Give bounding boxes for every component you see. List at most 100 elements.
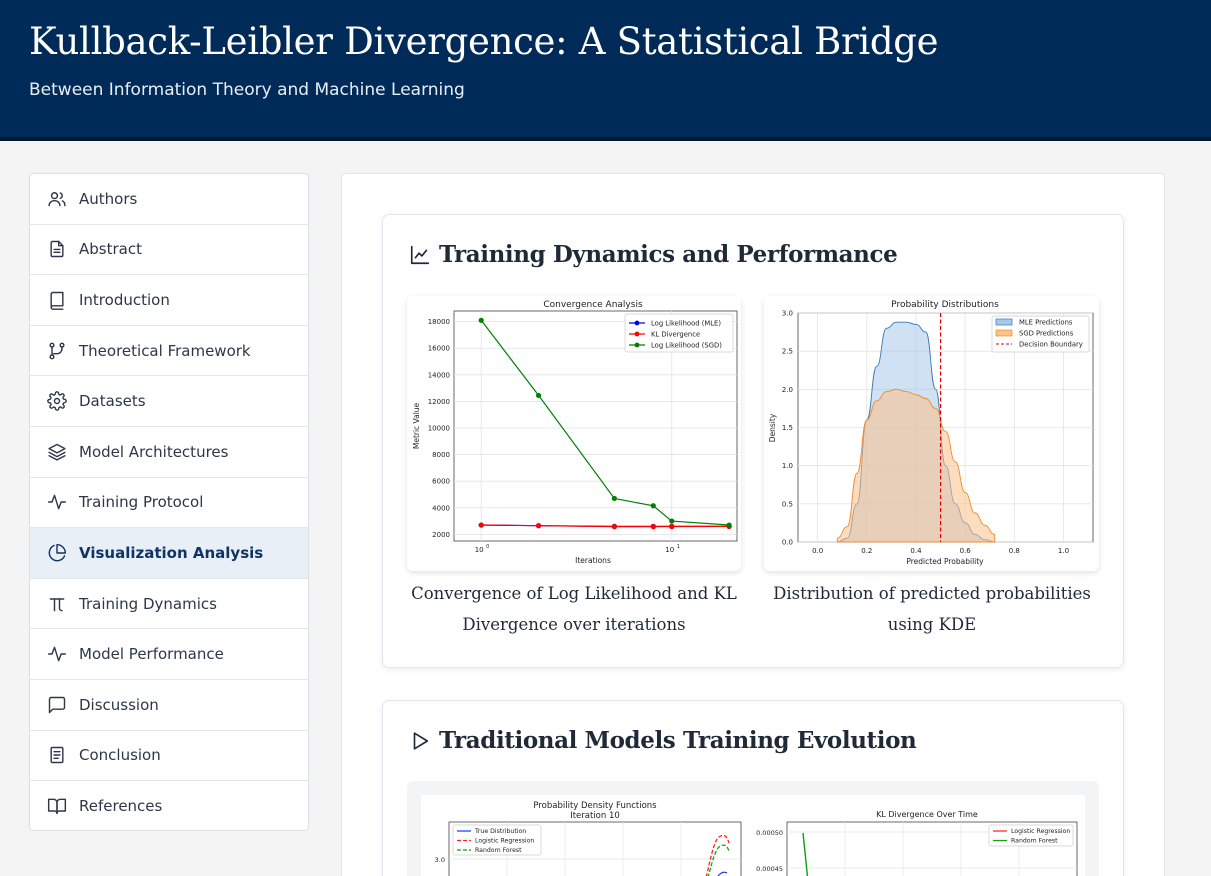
x-tick-label: 0.4 — [910, 547, 922, 555]
chart-title: Convergence Analysis — [543, 300, 643, 310]
true-distribution-curve — [717, 871, 728, 876]
sidebar-item-abstract[interactable]: Abstract — [30, 225, 308, 276]
page-subtitle: Between Information Theory and Machine L… — [29, 80, 465, 100]
sidebar-item-model-architectures[interactable]: Model Architectures — [30, 427, 308, 478]
git-branch-icon — [46, 340, 68, 362]
sidebar-item-datasets[interactable]: Datasets — [30, 376, 308, 427]
data-point — [478, 522, 484, 528]
play-icon — [409, 730, 431, 752]
training-evolution-chart: Probability Density Functions Iteration … — [421, 795, 1085, 876]
sidebar-item-theoretical-framework[interactable]: Theoretical Framework — [30, 326, 308, 377]
page-title: Kullback-Leibler Divergence: A Statistic… — [29, 20, 939, 63]
document-icon — [46, 744, 68, 766]
sidebar-item-label: Model Architectures — [79, 442, 229, 461]
sidebar-item-label: Training Dynamics — [79, 594, 217, 613]
section-heading: Traditional Models Training Evolution — [409, 727, 917, 754]
legend-box — [624, 313, 734, 353]
y-tick-label: 12000 — [428, 398, 450, 406]
x-tick-exponent: 0 — [486, 544, 489, 550]
sidebar-item-training-protocol[interactable]: Training Protocol — [30, 478, 308, 529]
y-tick-label: 1.0 — [782, 462, 793, 470]
y-tick-label: 2.0 — [782, 386, 793, 394]
y-tick-label: 16000 — [428, 345, 450, 353]
data-point — [478, 317, 484, 323]
x-tick-label: 0.2 — [861, 547, 872, 555]
sidebar-item-conclusion[interactable]: Conclusion — [30, 731, 308, 782]
probability-distribution-figure: Probability Distributions 0.0 0.2 0.4 0.6 0.… — [764, 296, 1099, 571]
legend-label: Logistic Regression — [475, 838, 534, 845]
y-tick-label: 0.0 — [782, 539, 793, 547]
x-axis-label: Iterations — [575, 556, 611, 565]
y-tick-label: 8000 — [432, 451, 450, 459]
y-tick-label: 10000 — [428, 424, 450, 432]
x-tick-label: 0.6 — [960, 547, 972, 555]
sidebar-item-authors[interactable]: Authors — [30, 174, 308, 225]
y-tick-label: 0.00045 — [756, 865, 783, 873]
sidebar-item-label: Visualization Analysis — [79, 543, 264, 562]
y-tick-label: 14000 — [428, 371, 450, 379]
x-tick-label: 10 — [665, 546, 674, 554]
data-point — [535, 392, 542, 399]
legend-label: Random Forest — [475, 847, 522, 854]
x-tick-label: 10 — [475, 546, 484, 554]
sidebar-item-training-dynamics[interactable]: Training Dynamics — [30, 579, 308, 630]
legend-marker — [634, 320, 640, 326]
logistic-regression-curve — [705, 834, 730, 876]
legend-label: Logistic Regression — [1011, 828, 1070, 835]
line-chart-icon — [409, 244, 431, 266]
activity-icon — [46, 491, 68, 513]
users-icon — [46, 188, 68, 210]
sidebar-item-label: Discussion — [79, 695, 159, 714]
pie-chart-icon — [46, 542, 68, 564]
sidebar-item-introduction[interactable]: Introduction — [30, 275, 308, 326]
sidebar-item-references[interactable]: References — [30, 781, 308, 830]
data-point — [669, 523, 675, 530]
chart-title: Probability Distributions — [891, 300, 999, 310]
legend-label: SGD Predictions — [1019, 330, 1074, 338]
section-title: Training Dynamics and Performance — [439, 241, 898, 268]
data-point — [726, 522, 732, 528]
legend-label: MLE Predictions — [1019, 319, 1073, 327]
pi-icon — [46, 593, 68, 615]
random-forest-curve — [707, 844, 730, 876]
y-tick-label: 0.00050 — [756, 829, 783, 837]
sidebar-item-model-performance[interactable]: Model Performance — [30, 629, 308, 680]
y-tick-label: 2000 — [432, 531, 450, 539]
x-tick-exponent: 1 — [677, 544, 680, 550]
sidebar-item-label: Training Protocol — [79, 493, 204, 512]
series-line — [481, 524, 730, 528]
density-area — [836, 388, 996, 543]
message-icon — [46, 694, 68, 716]
legend-swatch — [995, 318, 1013, 326]
series-line — [480, 319, 730, 526]
section-title: Traditional Models Training Evolution — [439, 727, 917, 754]
pdf-chart-title-line1: Probability Density Functions — [533, 801, 657, 811]
data-point — [535, 523, 542, 529]
legend-marker — [634, 331, 640, 337]
legend-box — [988, 824, 1074, 847]
layers-icon — [46, 441, 68, 463]
data-point — [669, 518, 675, 524]
x-tick-label: 0.8 — [1009, 547, 1020, 555]
convergence-chart: Convergence Analysis 2000400060008000100… — [412, 300, 738, 565]
figure-caption-left: Convergence of Log Likelihood and KL Div… — [411, 584, 737, 634]
activity-icon — [46, 643, 68, 665]
y-tick-label: 6000 — [432, 478, 450, 486]
y-tick-label: 18000 — [428, 318, 450, 326]
legend-swatch — [995, 329, 1013, 337]
x-tick-label: 1.0 — [1058, 547, 1069, 555]
sidebar-item-visualization-analysis[interactable]: Visualization Analysis — [30, 528, 308, 579]
legend-label: Log Likelihood (MLE) — [651, 320, 721, 328]
sidebar-item-label: Datasets — [79, 392, 146, 411]
y-tick-label: 3.0 — [782, 310, 793, 318]
y-tick-label: 0.5 — [782, 500, 793, 508]
gear-icon — [46, 390, 68, 412]
sidebar-item-label: Theoretical Framework — [79, 341, 251, 360]
sidebar-item-discussion[interactable]: Discussion — [30, 680, 308, 731]
sidebar-item-label: References — [79, 797, 163, 816]
sidebar-item-label: Introduction — [79, 290, 170, 309]
legend-label: Log Likelihood (SGD) — [651, 342, 722, 350]
x-tick-label: 0.0 — [812, 547, 823, 555]
data-point — [650, 503, 656, 509]
y-tick-label: 2.5 — [782, 348, 793, 356]
